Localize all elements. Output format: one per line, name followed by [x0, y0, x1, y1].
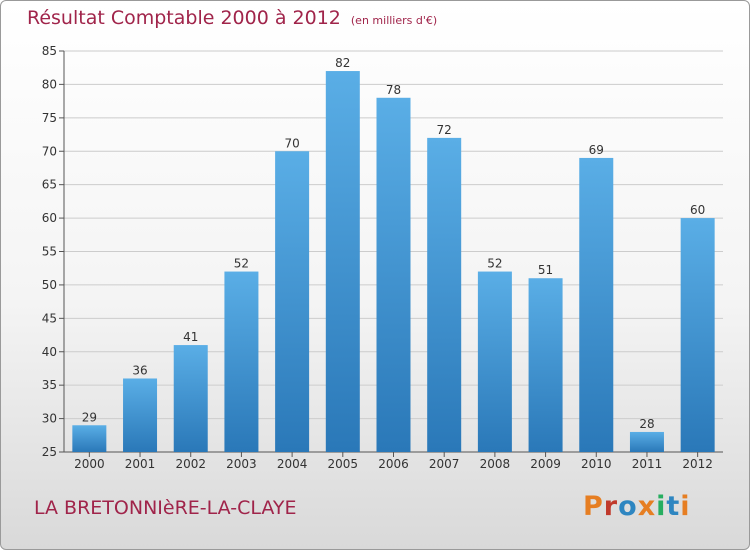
data-label: 82	[335, 56, 350, 70]
x-tick-label: 2004	[277, 457, 308, 471]
x-tick-label: 2006	[378, 457, 409, 471]
bar	[72, 425, 107, 452]
logo-letter: P	[583, 491, 604, 522]
data-label: 36	[132, 363, 147, 377]
y-tick-label: 85	[42, 44, 57, 58]
x-tick-label: 2000	[74, 457, 105, 471]
commune-name: LA BRETONNIèRE-LA-CLAYE	[34, 497, 297, 519]
bar	[477, 271, 512, 452]
bar	[173, 345, 208, 452]
chart-title: Résultat Comptable 2000 à 2012 (en millie…	[27, 7, 437, 29]
logo-letter: i	[680, 491, 691, 522]
chart-title-text: Résultat Comptable 2000 à 2012	[27, 7, 341, 29]
y-tick-label: 25	[42, 445, 57, 459]
bar	[325, 71, 360, 453]
x-tick-label: 2002	[175, 457, 206, 471]
bar	[275, 151, 310, 452]
data-label: 72	[437, 123, 452, 137]
logo-letter: r	[603, 491, 619, 522]
y-tick-label: 40	[42, 345, 57, 359]
logo-letter: x	[637, 491, 657, 522]
data-label: 60	[690, 203, 705, 217]
bar	[629, 431, 664, 452]
proxiti-logo[interactable]: Proxiti	[583, 491, 691, 522]
labels: 25 30 35 40 45 50 55 60 65 70 75 80 85 29 2000 36 2001 41…	[42, 44, 713, 471]
y-tick-label: 50	[42, 278, 57, 292]
data-label: 78	[386, 83, 401, 97]
y-tick-label: 70	[42, 144, 57, 158]
y-tick-label: 55	[42, 245, 57, 259]
data-label: 70	[284, 136, 299, 150]
chart-unit: (en milliers d'€)	[350, 14, 438, 27]
data-label: 51	[538, 263, 553, 277]
x-tick-label: 2007	[429, 457, 460, 471]
y-tick-label: 75	[42, 111, 57, 125]
x-tick-label: 2011	[632, 457, 663, 471]
y-tick-label: 45	[42, 311, 57, 325]
bar	[376, 97, 411, 453]
bar	[528, 278, 563, 452]
y-tick-label: 65	[42, 178, 57, 192]
data-label: 28	[639, 417, 654, 431]
x-tick-label: 2009	[530, 457, 561, 471]
x-tick-label: 2001	[125, 457, 156, 471]
y-tick-label: 35	[42, 378, 57, 392]
data-label: 69	[589, 143, 604, 157]
bars	[72, 71, 715, 453]
logo-letter: o	[618, 491, 638, 522]
y-tick-label: 60	[42, 211, 57, 225]
x-tick-label: 2012	[682, 457, 713, 471]
y-tick-label: 80	[42, 77, 57, 91]
y-tick-label: 30	[42, 412, 57, 426]
data-label: 52	[487, 257, 502, 271]
data-label: 29	[82, 410, 97, 424]
bar	[123, 378, 158, 452]
x-tick-label: 2003	[226, 457, 257, 471]
data-label: 52	[234, 257, 249, 271]
logo-letter: t	[666, 491, 681, 522]
x-tick-label: 2008	[480, 457, 511, 471]
bar	[224, 271, 259, 452]
bar	[680, 218, 715, 452]
x-tick-label: 2010	[581, 457, 612, 471]
bar	[579, 157, 614, 452]
x-tick-label: 2005	[328, 457, 359, 471]
data-label: 41	[183, 330, 198, 344]
bar	[427, 137, 462, 452]
logo-letter: i	[656, 491, 667, 522]
